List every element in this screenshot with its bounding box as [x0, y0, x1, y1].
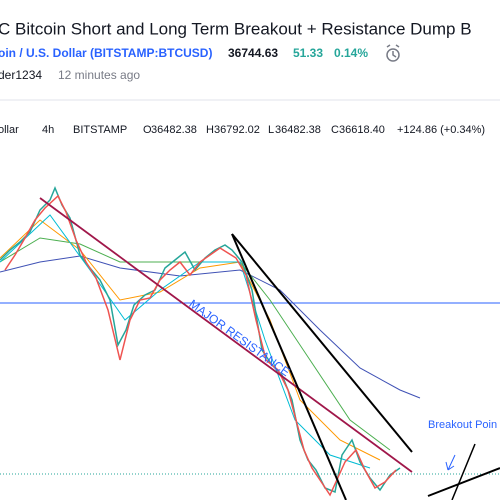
- close: 36618.40: [339, 124, 385, 136]
- change: 51.33: [293, 46, 323, 60]
- open: 36482.38: [151, 124, 197, 136]
- change-pct: 0.14%: [334, 46, 368, 60]
- high: 36792.02: [214, 124, 260, 136]
- time: 12 minutes ago: [58, 68, 140, 82]
- price: 36744.63: [228, 46, 278, 60]
- legend-interval: 4h: [42, 124, 54, 136]
- idea-title: C Bitcoin Short and Long Term Breakout +…: [0, 19, 472, 38]
- symbol-link[interactable]: oin / U.S. Dollar (BITSTAMP:BTCUSD): [0, 46, 212, 60]
- alert-icon[interactable]: [386, 44, 400, 62]
- open-label: O: [143, 124, 152, 136]
- high-label: H: [206, 124, 214, 136]
- low: 36482.38: [275, 124, 321, 136]
- legend-symbol: ollar: [0, 124, 19, 136]
- legend-exchange: BITSTAMP: [73, 124, 127, 136]
- legend-change: +124.86 (+0.34%): [397, 124, 485, 136]
- close-label: C: [331, 124, 339, 136]
- low-label: L: [268, 124, 274, 136]
- chart-drawing: [0, 186, 500, 500]
- breakout-label: Breakout Poin: [428, 419, 497, 431]
- author[interactable]: der1234: [0, 68, 42, 82]
